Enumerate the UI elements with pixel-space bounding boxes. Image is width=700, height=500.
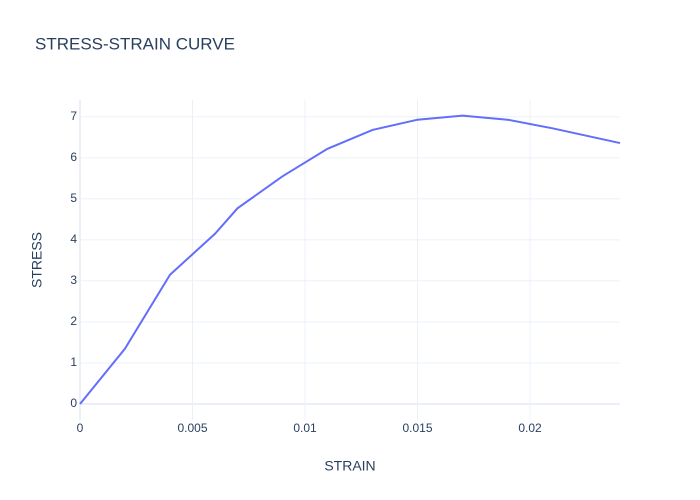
chart-title: STRESS-STRAIN CURVE (35, 34, 235, 53)
x-tick-label: 0.015 (402, 421, 432, 435)
y-tick-label: 5 (70, 191, 77, 205)
line-series (79, 114, 621, 405)
x-tick-label: 0.005 (177, 421, 207, 435)
x-tick-label: 0.01 (293, 421, 317, 435)
y-tick-label: 1 (70, 355, 77, 369)
x-tick-label: 0 (77, 421, 84, 435)
x-tick-label: 0.02 (518, 421, 542, 435)
y-tick-label: 0 (70, 396, 77, 410)
y-tick-label: 7 (70, 109, 77, 123)
y-tick-label: 2 (70, 314, 77, 328)
y-axis-title: STRESS (29, 232, 45, 288)
y-tick-label: 6 (70, 150, 77, 164)
y-tick-label: 3 (70, 273, 77, 287)
y-tick-label: 4 (70, 232, 77, 246)
x-axis-title: STRAIN (324, 458, 375, 474)
